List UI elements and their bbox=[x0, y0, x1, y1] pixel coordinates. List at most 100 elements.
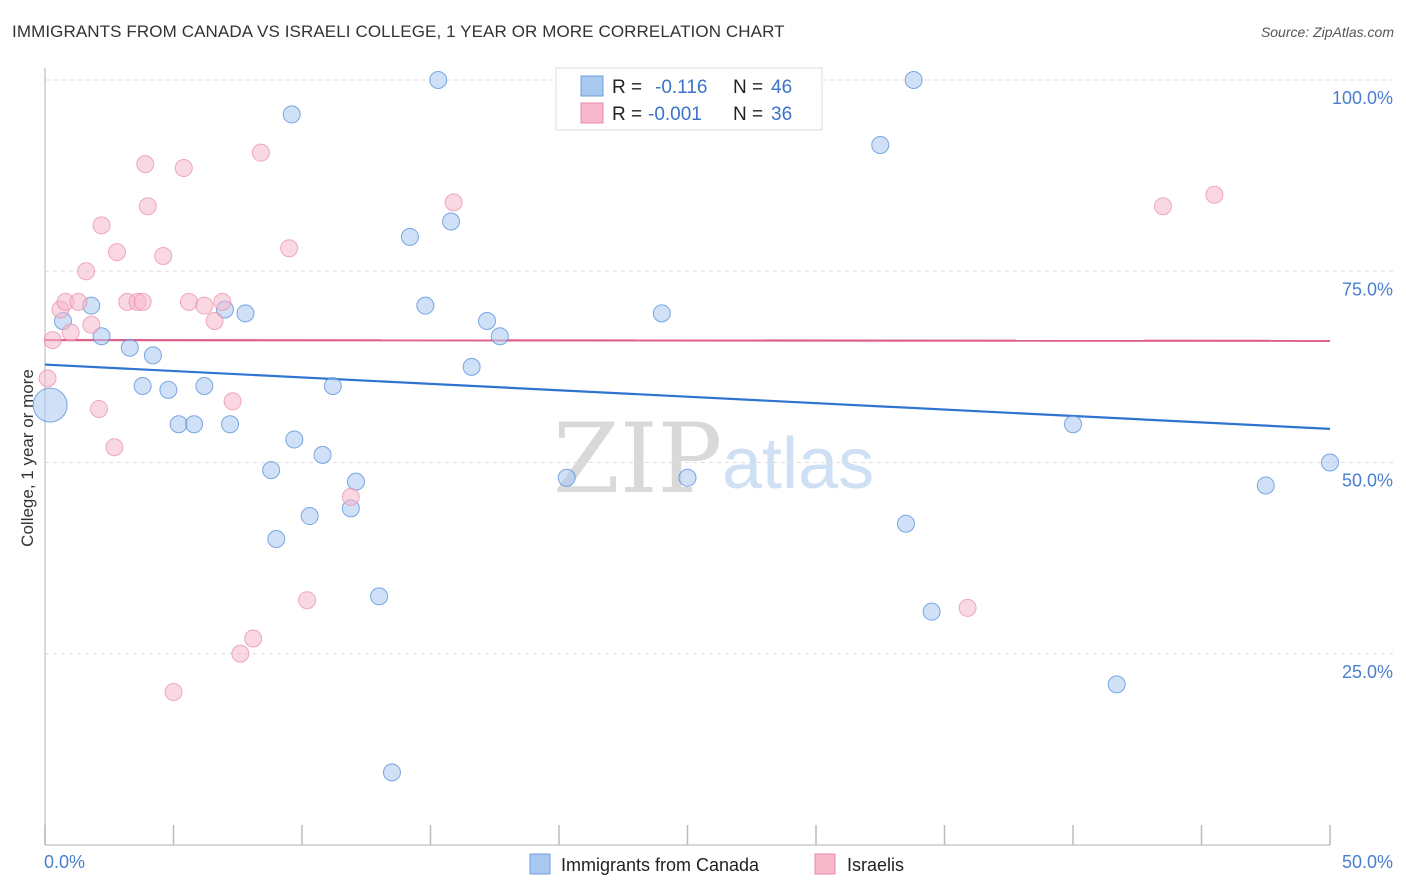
x-tick-label-min: 0.0% bbox=[44, 852, 85, 872]
y-tick-label: 75.0% bbox=[1342, 279, 1393, 299]
data-point bbox=[82, 315, 101, 334]
y-tick-label: 25.0% bbox=[1342, 662, 1393, 682]
data-point bbox=[300, 507, 319, 526]
chart-title: IMMIGRANTS FROM CANADA VS ISRAELI COLLEG… bbox=[12, 22, 785, 41]
data-point bbox=[282, 105, 301, 124]
legend-n-label-canada: N = bbox=[733, 77, 763, 98]
data-point bbox=[1064, 415, 1082, 434]
y-tick-label: 100.0% bbox=[1332, 88, 1393, 108]
data-point bbox=[133, 377, 152, 395]
trend-line bbox=[44, 363, 1331, 430]
data-point bbox=[1256, 476, 1275, 495]
data-point bbox=[107, 243, 126, 262]
data-point bbox=[92, 327, 111, 346]
data-point bbox=[896, 514, 915, 533]
legend-swatch-canada bbox=[580, 75, 604, 97]
stats-legend: R = -0.116 N = 46 R = -0.001 N = 36 bbox=[555, 67, 823, 131]
watermark-atlas: atlas bbox=[722, 424, 874, 504]
data-point bbox=[213, 292, 232, 311]
data-point bbox=[652, 304, 671, 323]
data-point bbox=[267, 530, 286, 548]
data-point bbox=[298, 591, 317, 610]
data-point bbox=[154, 246, 173, 265]
legend-r-label-canada: R = bbox=[612, 77, 642, 98]
series-legend: Immigrants from Canada Israelis bbox=[529, 853, 904, 875]
data-point bbox=[922, 602, 941, 621]
data-point bbox=[958, 598, 977, 617]
watermark: ZIP atlas bbox=[553, 403, 874, 515]
data-point bbox=[105, 438, 124, 457]
data-point bbox=[557, 468, 576, 487]
data-points bbox=[32, 71, 1339, 782]
data-point bbox=[400, 227, 419, 246]
data-point bbox=[442, 212, 461, 231]
data-point bbox=[205, 311, 224, 330]
data-point bbox=[195, 377, 214, 395]
data-point bbox=[61, 323, 80, 342]
series-legend-swatch-canada bbox=[529, 853, 551, 875]
watermark-zip: ZIP bbox=[553, 403, 722, 515]
data-point bbox=[143, 346, 162, 365]
data-point bbox=[38, 369, 57, 388]
data-point bbox=[92, 216, 111, 235]
legend-n-label-israelis: N = bbox=[733, 104, 763, 125]
data-point bbox=[904, 71, 923, 89]
data-point bbox=[69, 292, 88, 311]
data-point bbox=[133, 292, 152, 311]
y-axis-tick-labels: 100.0% 75.0% 50.0% 25.0% bbox=[1332, 88, 1393, 682]
trend-lines bbox=[44, 339, 1331, 430]
data-point bbox=[179, 292, 198, 311]
data-point bbox=[32, 387, 68, 423]
data-point bbox=[262, 461, 281, 480]
data-point bbox=[285, 430, 304, 449]
data-point bbox=[370, 587, 389, 606]
data-point bbox=[164, 683, 183, 701]
data-point bbox=[341, 487, 360, 506]
legend-r-value-canada: -0.116 bbox=[655, 77, 707, 98]
series-legend-swatch-israelis bbox=[814, 853, 836, 875]
data-point bbox=[159, 380, 178, 399]
data-point bbox=[346, 472, 365, 491]
legend-swatch-israelis bbox=[580, 102, 604, 124]
data-point bbox=[382, 763, 401, 782]
data-point bbox=[323, 377, 342, 395]
data-point bbox=[871, 136, 890, 155]
legend-n-value-israelis: 36 bbox=[771, 104, 792, 125]
data-point bbox=[136, 155, 155, 174]
x-axis-ticks bbox=[44, 825, 1331, 845]
data-point bbox=[244, 629, 263, 648]
y-tick-label: 50.0% bbox=[1342, 471, 1393, 491]
data-point bbox=[478, 311, 497, 330]
data-point bbox=[429, 71, 448, 89]
data-point bbox=[223, 392, 242, 411]
data-point bbox=[462, 357, 481, 376]
data-point bbox=[43, 331, 62, 350]
data-point bbox=[280, 239, 299, 258]
legend-r-label-israelis: R = bbox=[612, 104, 642, 125]
grid-lines bbox=[45, 79, 1393, 655]
y-axis-label: College, 1 year or more bbox=[18, 369, 37, 547]
series-legend-label-israelis: Israelis bbox=[847, 855, 904, 875]
data-point bbox=[251, 143, 270, 162]
data-point bbox=[138, 197, 157, 216]
data-point bbox=[120, 338, 139, 357]
trend-line bbox=[44, 339, 1331, 342]
data-point bbox=[1205, 185, 1224, 204]
data-point bbox=[678, 468, 697, 487]
data-point bbox=[490, 327, 509, 346]
data-point bbox=[1107, 675, 1126, 694]
data-point bbox=[444, 193, 463, 212]
data-point bbox=[1321, 453, 1339, 472]
x-tick-label-max: 50.0% bbox=[1342, 852, 1393, 872]
data-point bbox=[1153, 197, 1172, 216]
data-point bbox=[169, 415, 188, 434]
data-point bbox=[174, 158, 193, 177]
series-legend-label-canada: Immigrants from Canada bbox=[561, 855, 760, 875]
data-point bbox=[77, 262, 96, 281]
data-point bbox=[195, 296, 214, 315]
data-point bbox=[416, 296, 435, 315]
data-point bbox=[313, 445, 332, 464]
legend-r-value-israelis: -0.001 bbox=[648, 104, 702, 125]
data-point bbox=[89, 399, 108, 418]
